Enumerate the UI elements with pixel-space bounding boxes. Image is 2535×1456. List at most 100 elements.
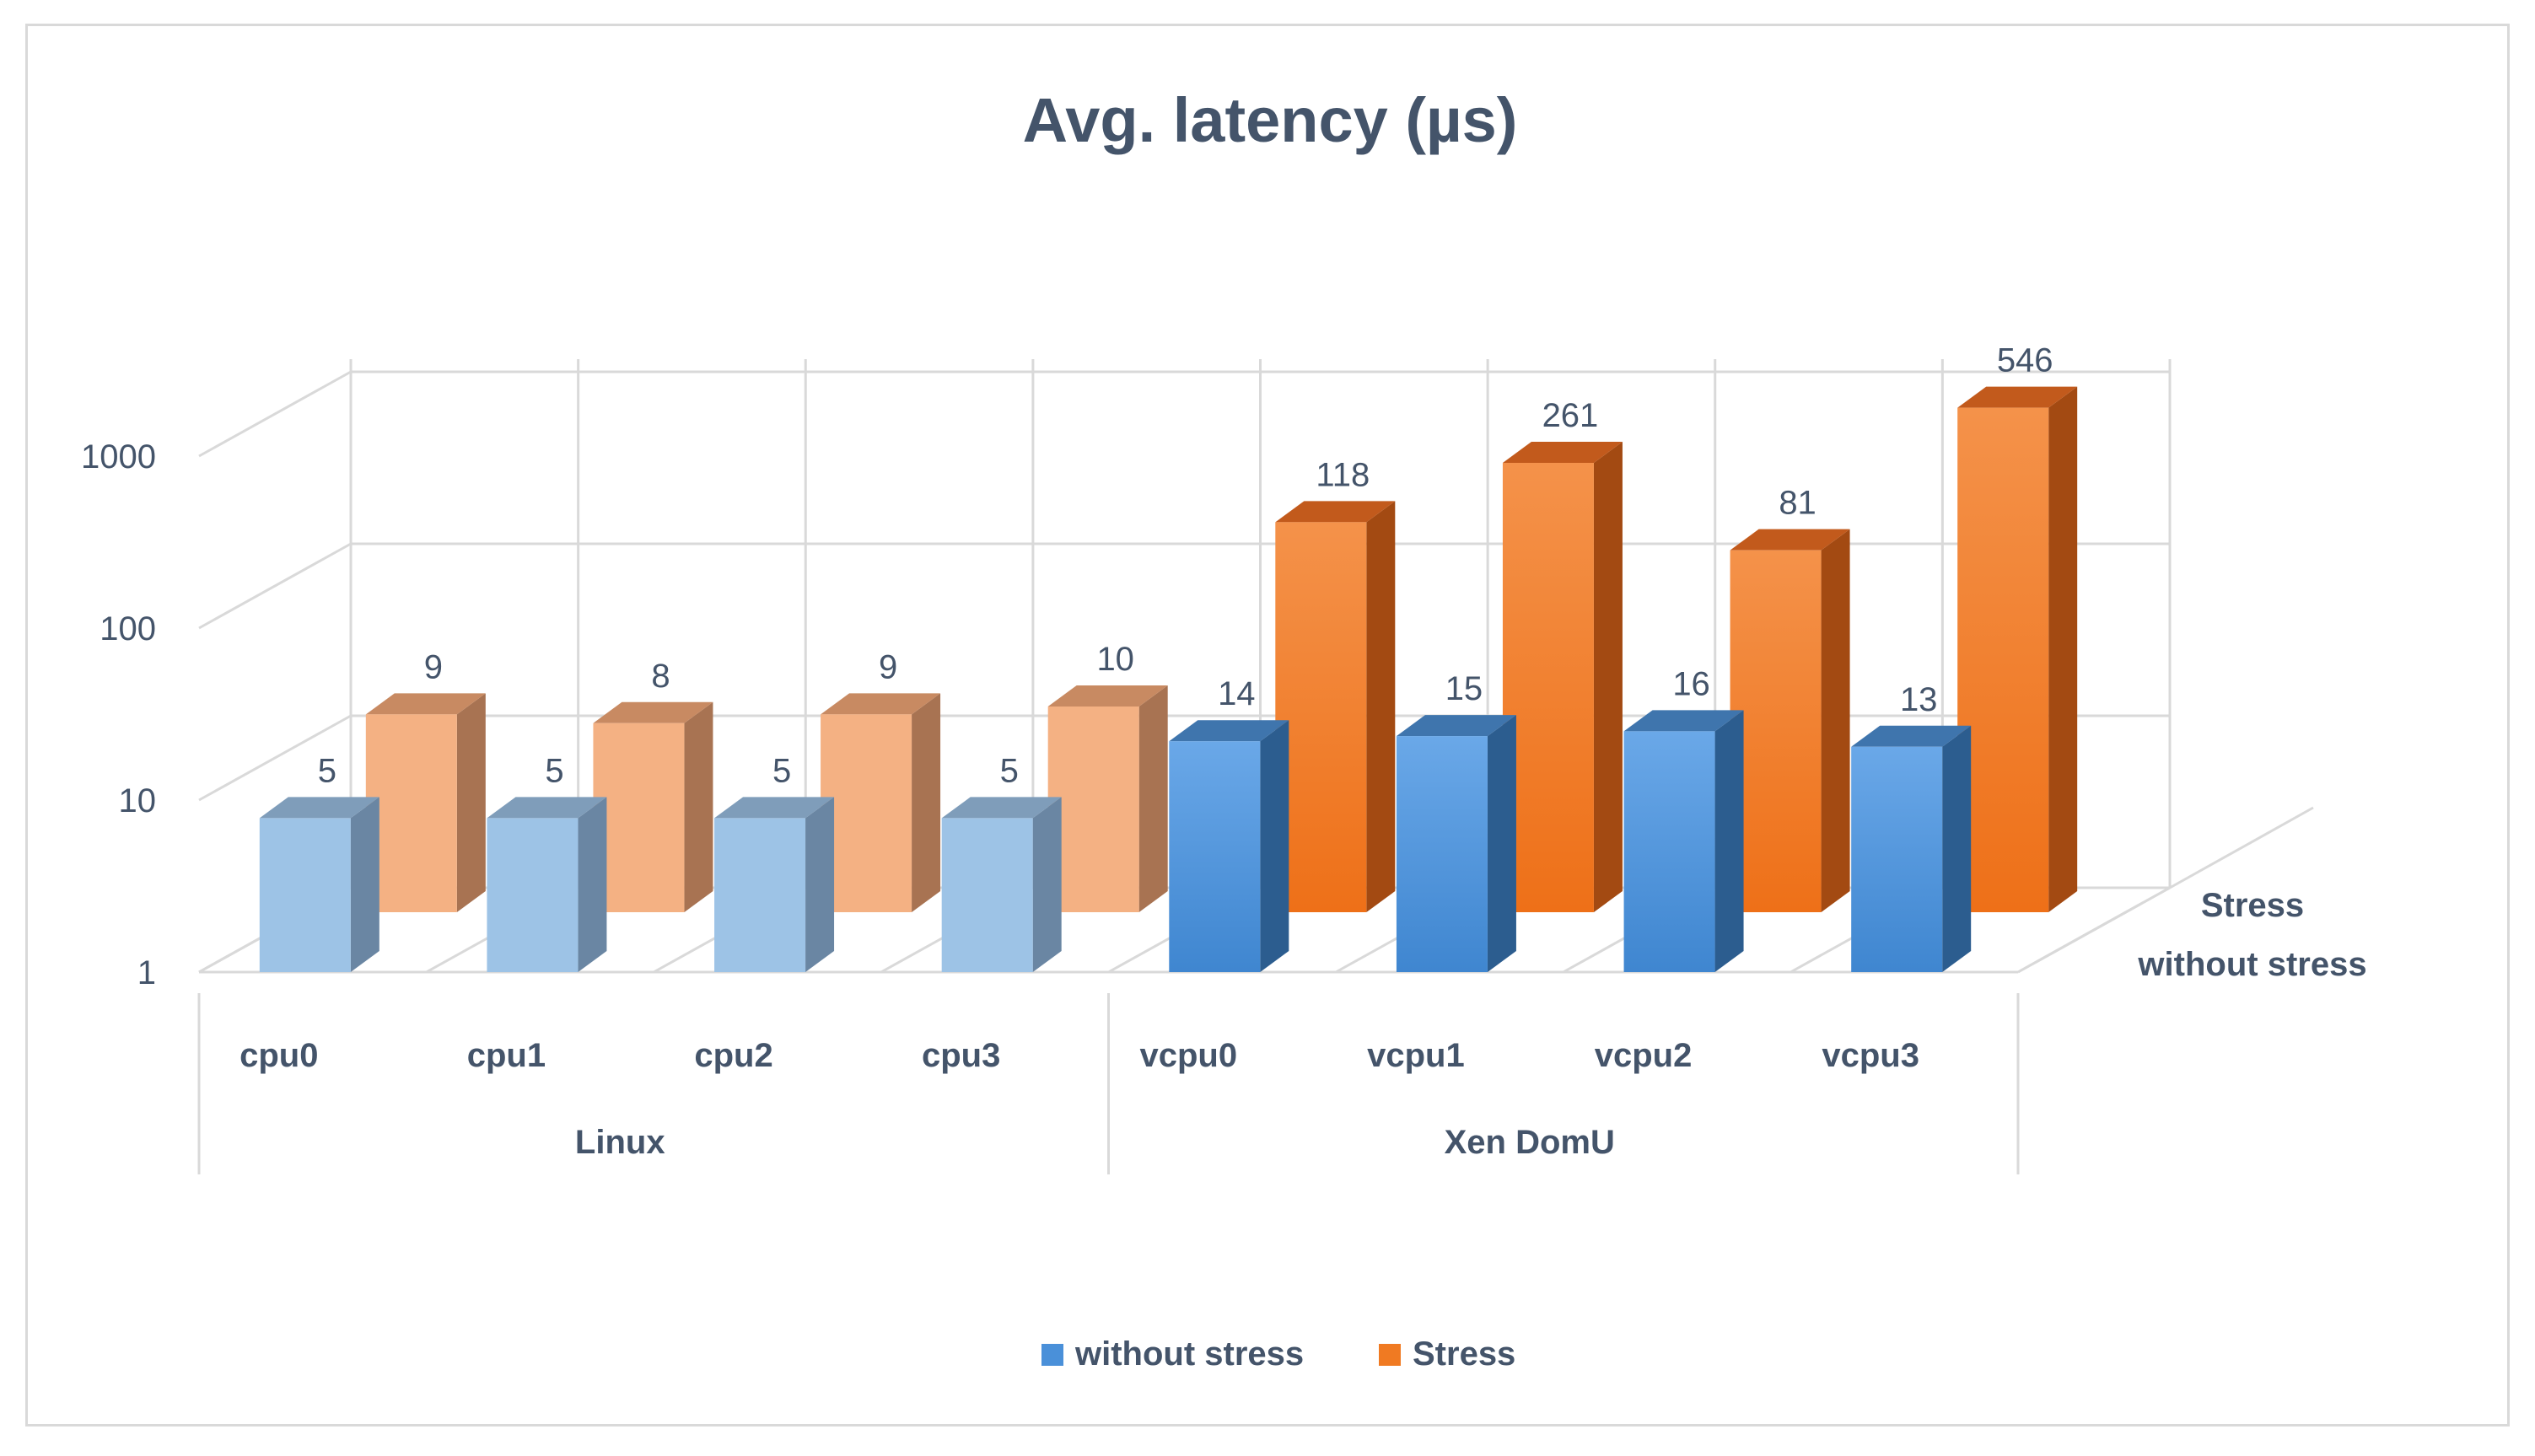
bar-without-stress-cpu2 xyxy=(714,797,835,972)
bar-side xyxy=(912,693,941,912)
bar-stress-cpu1 xyxy=(593,701,713,912)
bar-front xyxy=(1275,522,1367,912)
data-label: 261 xyxy=(1542,397,1599,434)
bar-side xyxy=(1714,710,1744,972)
bar-top xyxy=(487,797,607,819)
gridline-side-3 xyxy=(198,370,352,458)
bar-without-stress-cpu3 xyxy=(941,797,1062,972)
bar-top xyxy=(1047,685,1168,707)
data-label: 546 xyxy=(1997,342,2053,379)
bar-top xyxy=(1730,529,1850,551)
bar-side xyxy=(350,797,379,972)
bar-top xyxy=(714,797,835,819)
bar-side xyxy=(1593,442,1623,912)
gridline-side-2 xyxy=(198,542,352,630)
depth-label-without-stress: without stress xyxy=(2137,946,2366,983)
chart-frame: Avg. latency (µs) 1 10 100 1000 9 8 9 10 118 261… xyxy=(25,24,2510,1426)
category-label: cpu2 xyxy=(694,1037,772,1074)
data-label: 5 xyxy=(772,752,791,789)
group-label: Linux xyxy=(575,1124,665,1161)
bar-top xyxy=(593,701,713,723)
data-label: 118 xyxy=(1316,456,1370,493)
bar-without-stress-cpu1 xyxy=(487,797,607,972)
bar-top xyxy=(1169,720,1289,742)
bar-stress-vcpu2 xyxy=(1730,529,1850,912)
bar-side xyxy=(1821,529,1850,912)
bar-top xyxy=(259,797,379,819)
bar-side xyxy=(805,797,835,972)
data-label: 5 xyxy=(545,752,563,789)
data-label: 5 xyxy=(318,752,336,789)
category-axis: cpu0 cpu1 cpu2 cpu3 vcpu0 vcpu1 vcpu2 vcpu3 Linu… xyxy=(197,993,2020,1174)
bar-top xyxy=(365,693,486,715)
chart-svg: Avg. latency (µs) 1 10 100 1000 9 8 9 10 118 261… xyxy=(81,85,2367,1373)
bar-front xyxy=(714,818,806,972)
bar-side xyxy=(1032,797,1062,972)
depth-label-stress: Stress xyxy=(2201,887,2304,924)
y-tick-label: 10 xyxy=(119,782,157,819)
bar-top xyxy=(821,693,941,715)
legend-swatch-stress xyxy=(1379,1344,1401,1366)
bar-top xyxy=(1396,715,1516,737)
bar-stress-cpu2 xyxy=(821,693,941,912)
category-label: cpu1 xyxy=(467,1037,546,1074)
bar-front xyxy=(941,818,1033,972)
bar-without-stress-vcpu3 xyxy=(1851,725,1972,972)
bar-front xyxy=(1047,707,1139,912)
data-label-layer: 9 8 9 10 118 261 81 546 5 5 5 5 14 15 16 13 xyxy=(318,342,2053,790)
bar-side xyxy=(2048,386,2078,913)
legend: without stress Stress xyxy=(1041,1335,1515,1373)
data-label: 10 xyxy=(1096,641,1134,678)
floor-right-edge xyxy=(2017,886,2171,974)
bar-front xyxy=(1396,736,1488,972)
data-label: 13 xyxy=(1900,681,1938,718)
bar-front xyxy=(821,714,912,912)
legend-label-stress: Stress xyxy=(1413,1335,1515,1373)
chart-title: Avg. latency (µs) xyxy=(1023,85,1518,155)
bar-top xyxy=(1275,501,1396,523)
bar-stress-vcpu3 xyxy=(1957,386,2078,913)
gridline-side-1 xyxy=(198,714,352,802)
bar-front xyxy=(1169,741,1261,972)
bar-side xyxy=(1366,501,1396,912)
data-label: 16 xyxy=(1672,665,1710,702)
bar-front xyxy=(487,818,579,972)
bar-side xyxy=(1260,720,1289,972)
category-label: cpu3 xyxy=(922,1037,1000,1074)
bar-side xyxy=(578,797,607,972)
bar-front xyxy=(1623,731,1715,972)
y-tick-label: 100 xyxy=(100,610,156,647)
bar-front xyxy=(1957,407,2049,913)
bar-side xyxy=(1942,725,1972,972)
group-label: Xen DomU xyxy=(1445,1124,1615,1161)
category-label: vcpu1 xyxy=(1367,1037,1465,1074)
category-label: vcpu3 xyxy=(1822,1037,1919,1074)
bar-side xyxy=(456,693,486,912)
bar-layer xyxy=(259,386,2078,972)
bar-without-stress-vcpu2 xyxy=(1623,710,1744,972)
y-tick-label: 1 xyxy=(137,954,156,991)
bar-front xyxy=(259,818,351,972)
data-label: 8 xyxy=(651,658,670,695)
data-label: 5 xyxy=(1000,752,1019,789)
legend-label-without-stress: without stress xyxy=(1074,1335,1304,1373)
y-axis-ticks: 1 10 100 1000 xyxy=(81,438,156,991)
bar-top xyxy=(941,797,1062,819)
bar-top xyxy=(1851,725,1972,747)
bar-side xyxy=(684,701,713,912)
bar-stress-cpu0 xyxy=(365,693,486,912)
data-label: 9 xyxy=(424,648,443,685)
bar-front xyxy=(1730,550,1822,912)
bar-stress-vcpu0 xyxy=(1275,501,1396,912)
bar-top xyxy=(1623,710,1744,732)
bar-side xyxy=(1487,715,1516,972)
category-label: vcpu0 xyxy=(1140,1037,1238,1074)
legend-swatch-without-stress xyxy=(1041,1344,1063,1366)
data-label: 14 xyxy=(1218,675,1256,712)
bar-side xyxy=(1138,685,1168,912)
y-tick-label: 1000 xyxy=(81,438,156,475)
bar-front xyxy=(593,723,685,912)
bar-top xyxy=(1957,386,2078,408)
data-label: 81 xyxy=(1779,485,1816,522)
depth-axis-line xyxy=(2169,806,2314,889)
